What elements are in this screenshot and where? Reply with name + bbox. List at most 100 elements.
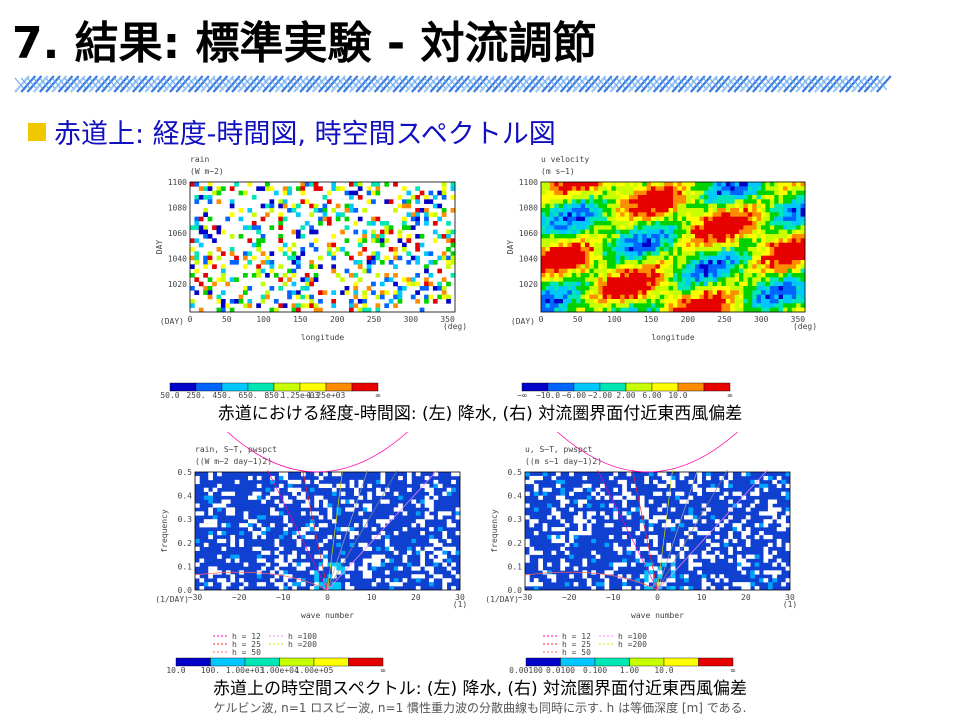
field-cell [406,251,412,256]
field-cell [778,294,784,300]
field-cell [207,195,213,200]
field-cell [208,582,213,587]
field-cell [686,221,691,226]
field-cell [761,190,766,196]
field-cell [677,195,683,200]
field-cell [761,281,766,287]
field-cell [419,234,425,239]
field-cell [607,208,612,213]
field-cell [371,251,376,256]
field-cell [717,277,722,282]
field-cell [533,582,539,587]
field-cell [225,511,231,516]
field-cell [730,216,735,222]
field-cell [692,527,698,532]
field-cell [699,199,705,204]
field-cell [190,225,195,230]
field-cell [754,554,760,559]
field-cell [747,212,753,217]
field-cell [585,221,590,226]
field-cell [699,268,705,274]
field-cell [243,523,249,528]
field-cell [681,221,687,226]
field-cell [664,238,669,243]
field-cell [644,574,649,579]
field-cell [611,242,617,248]
field-cell [664,186,669,191]
band-stroke [627,75,644,93]
field-cell [549,208,555,213]
field-cell [607,190,612,196]
field-cell [376,534,381,540]
field-cell [719,574,725,579]
y-tick-label: 1100 [519,178,538,187]
field-cell [697,570,702,575]
field-cell [653,538,658,544]
field-cell [296,203,301,209]
field-cell [282,199,288,204]
field-cell [602,229,608,235]
field-cell [261,527,266,532]
field-cell [287,186,292,191]
field-cell [615,286,621,291]
field-cell [379,290,385,295]
field-cell [651,234,656,239]
field-cell [615,260,621,265]
field-cell [216,229,222,235]
field-cell [688,511,694,516]
field-cell [446,546,452,551]
field-cell [752,216,757,222]
band-stroke [801,75,818,93]
field-cell [626,515,632,520]
field-cell [525,542,530,548]
field-cell [283,578,289,583]
band-stroke [243,75,260,93]
field-cell [670,507,676,512]
field-cell [620,255,625,261]
field-cell [734,221,740,226]
field-cell [406,277,412,282]
field-cell [629,273,634,278]
field-cell [309,511,315,516]
field-cell [563,264,568,269]
field-cell [655,234,661,239]
field-cell [309,299,314,304]
field-cell [265,203,270,209]
field-cell [433,574,439,579]
field-cell [198,216,204,222]
field-cell [670,527,676,532]
field-cell [637,225,643,230]
field-cell [589,303,595,308]
field-cell [608,562,614,567]
field-cell [291,260,297,265]
field-cell [712,199,718,204]
field-cell [585,264,590,269]
field-cell [331,299,337,304]
field-cell [637,221,643,226]
field-cell [554,186,559,191]
field-cell [743,268,749,274]
field-cell [541,221,546,226]
field-cell [611,212,617,217]
field-cell [695,238,700,243]
field-cell [734,255,740,261]
field-cell [252,546,258,551]
field-cell [659,190,665,196]
field-cell [545,225,551,230]
field-cell [598,225,603,230]
field-cell [398,503,403,508]
field-cell [620,186,625,191]
field-cell [282,203,288,209]
field-cell [549,303,555,308]
field-cell [642,286,647,291]
field-cell [608,475,614,481]
field-cell [690,277,696,282]
dispersion-curve [327,469,438,591]
field-cell [690,234,696,239]
field-cell [602,268,608,274]
field-cell [541,186,546,191]
field-cell [558,268,564,274]
field-cell [340,550,346,555]
field-cell [754,586,760,591]
field-cell [659,264,665,269]
